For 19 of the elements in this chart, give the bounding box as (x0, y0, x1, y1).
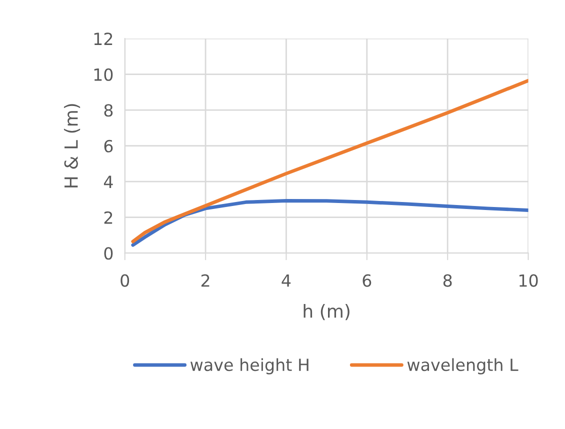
x-tick-label: 6 (362, 274, 372, 287)
y-tick-label: 12 (94, 32, 112, 45)
x-tick-label: 4 (282, 274, 291, 287)
y-tick-label: 2 (104, 211, 112, 224)
y-axis-title: H & L (m) (64, 104, 80, 188)
line-series (131, 199, 528, 247)
x-tick-label: 0 (120, 274, 130, 287)
legend-label: wave height H (190, 358, 308, 374)
x-tick-label: 8 (443, 274, 452, 287)
x-tick-label: 2 (201, 274, 210, 287)
x-axis-title: h (m) (304, 304, 350, 320)
legend-label: wavelength L (407, 358, 518, 374)
y-tick-label: 6 (104, 140, 113, 152)
x-tick-label: 10 (520, 274, 538, 287)
y-tick-label: 10 (94, 68, 113, 81)
line-series (131, 78, 528, 244)
y-tick-label: 8 (104, 104, 113, 117)
y-tick-label: 0 (104, 247, 113, 260)
y-tick-label: 4 (104, 176, 113, 188)
